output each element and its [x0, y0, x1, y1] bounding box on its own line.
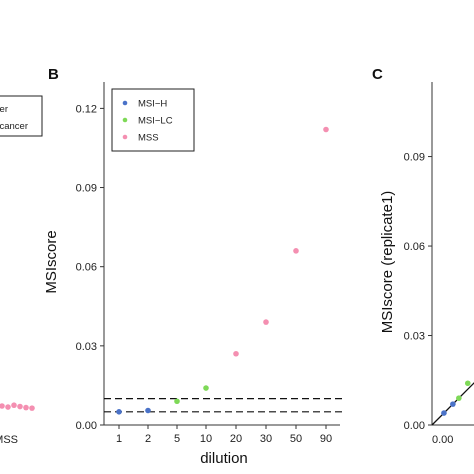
panel-b-legend-key: [122, 134, 128, 140]
panel-b-point: [174, 398, 180, 405]
panel-b-y-tick-label: 0.12: [76, 103, 97, 115]
panel-b-legend: MSI−H MSI−LC MSS: [122, 99, 173, 144]
panel-c-y-tick-label: 0.00: [404, 420, 425, 432]
panel-b-y-tick-label: 0.00: [76, 420, 97, 432]
panel-b-x-tick-label: 5: [174, 433, 180, 445]
panel-c-point: [456, 395, 462, 401]
panel-b-point: [145, 407, 151, 414]
panel-a-point: [17, 403, 23, 410]
panel-a-legend-box: [0, 95, 43, 137]
panel-a-point: [23, 404, 29, 411]
panel-b-point: [233, 350, 239, 357]
panel-a-point: [29, 405, 35, 411]
panel-b-x-tick-label: 30: [260, 433, 272, 445]
panel-c-points: [441, 380, 471, 416]
panel-c-point: [450, 401, 456, 407]
panel-a-legend-label-2: cancer: [0, 121, 28, 132]
panel-a-x-tick-label: MSS: [0, 434, 18, 446]
panel-c-y-ticks: 0.00 0.03 0.06 0.09: [404, 152, 432, 432]
panel-a-legend-label-1: ancer: [0, 104, 8, 115]
panel-b-x-tick-label: 90: [320, 433, 332, 445]
panel-a-point: [0, 403, 5, 409]
panel-b-legend-label: MSI−LC: [138, 116, 173, 127]
panel-c-point: [464, 380, 471, 387]
panel-a-points: [0, 402, 35, 411]
panel-c-point: [441, 410, 447, 416]
panel-c-y-tick-label: 0.09: [404, 152, 425, 164]
panel-c-y-axis-label: MSIscore (replicate1): [379, 191, 396, 334]
panel-b-x-axis-label: dilution: [200, 450, 248, 467]
panel-b: B 0.00 0.03 0.06 0.09 0.12 1 2 5 10 20 30 50 90 MSI…: [43, 66, 344, 467]
panel-b-point: [116, 409, 122, 415]
panel-b-y-tick-label: 0.03: [76, 341, 97, 353]
panel-c-x-tick-label: 0.00: [432, 434, 453, 446]
panel-b-point: [323, 126, 329, 133]
panel-b-legend-label: MSS: [138, 133, 159, 144]
panel-b-point: [263, 319, 269, 325]
panel-b-letter: B: [48, 66, 59, 83]
panel-c-diagonal-line: [431, 382, 474, 426]
panel-b-legend-key: [122, 100, 128, 106]
panel-b-y-tick-label: 0.06: [76, 262, 97, 274]
panel-b-thresholds: [104, 398, 344, 413]
panel-c-letter: C: [372, 66, 383, 83]
panel-b-x-ticks: 1 2 5 10 20 30 50 90: [116, 425, 332, 445]
panel-b-y-axis-label: MSIscore: [43, 230, 60, 293]
panel-b-point: [203, 385, 209, 391]
panel-b-x-tick-label: 2: [145, 433, 151, 445]
panel-b-x-tick-label: 10: [200, 433, 212, 445]
panel-c: C 0.00 0.03 0.06 0.09 0.00 MSIscore (replic…: [372, 66, 474, 446]
panel-c-y-tick-label: 0.06: [404, 241, 425, 253]
panel-b-legend-key: [122, 117, 128, 123]
panel-a-point: [5, 404, 11, 410]
panel-b-point: [293, 248, 299, 254]
panel-b-y-tick-label: 0.09: [76, 183, 97, 195]
panel-a: ancer cancer MSS: [0, 95, 43, 446]
panel-b-x-tick-label: 50: [290, 433, 302, 445]
panel-b-y-ticks: 0.00 0.03 0.06 0.09 0.12: [76, 103, 104, 432]
panel-c-y-tick-label: 0.03: [404, 331, 425, 343]
panel-b-x-tick-label: 1: [116, 433, 122, 445]
panel-b-x-tick-label: 20: [230, 433, 242, 445]
panel-b-legend-label: MSI−H: [138, 99, 167, 110]
panel-b-points: [116, 126, 329, 415]
panel-a-point: [11, 402, 17, 409]
